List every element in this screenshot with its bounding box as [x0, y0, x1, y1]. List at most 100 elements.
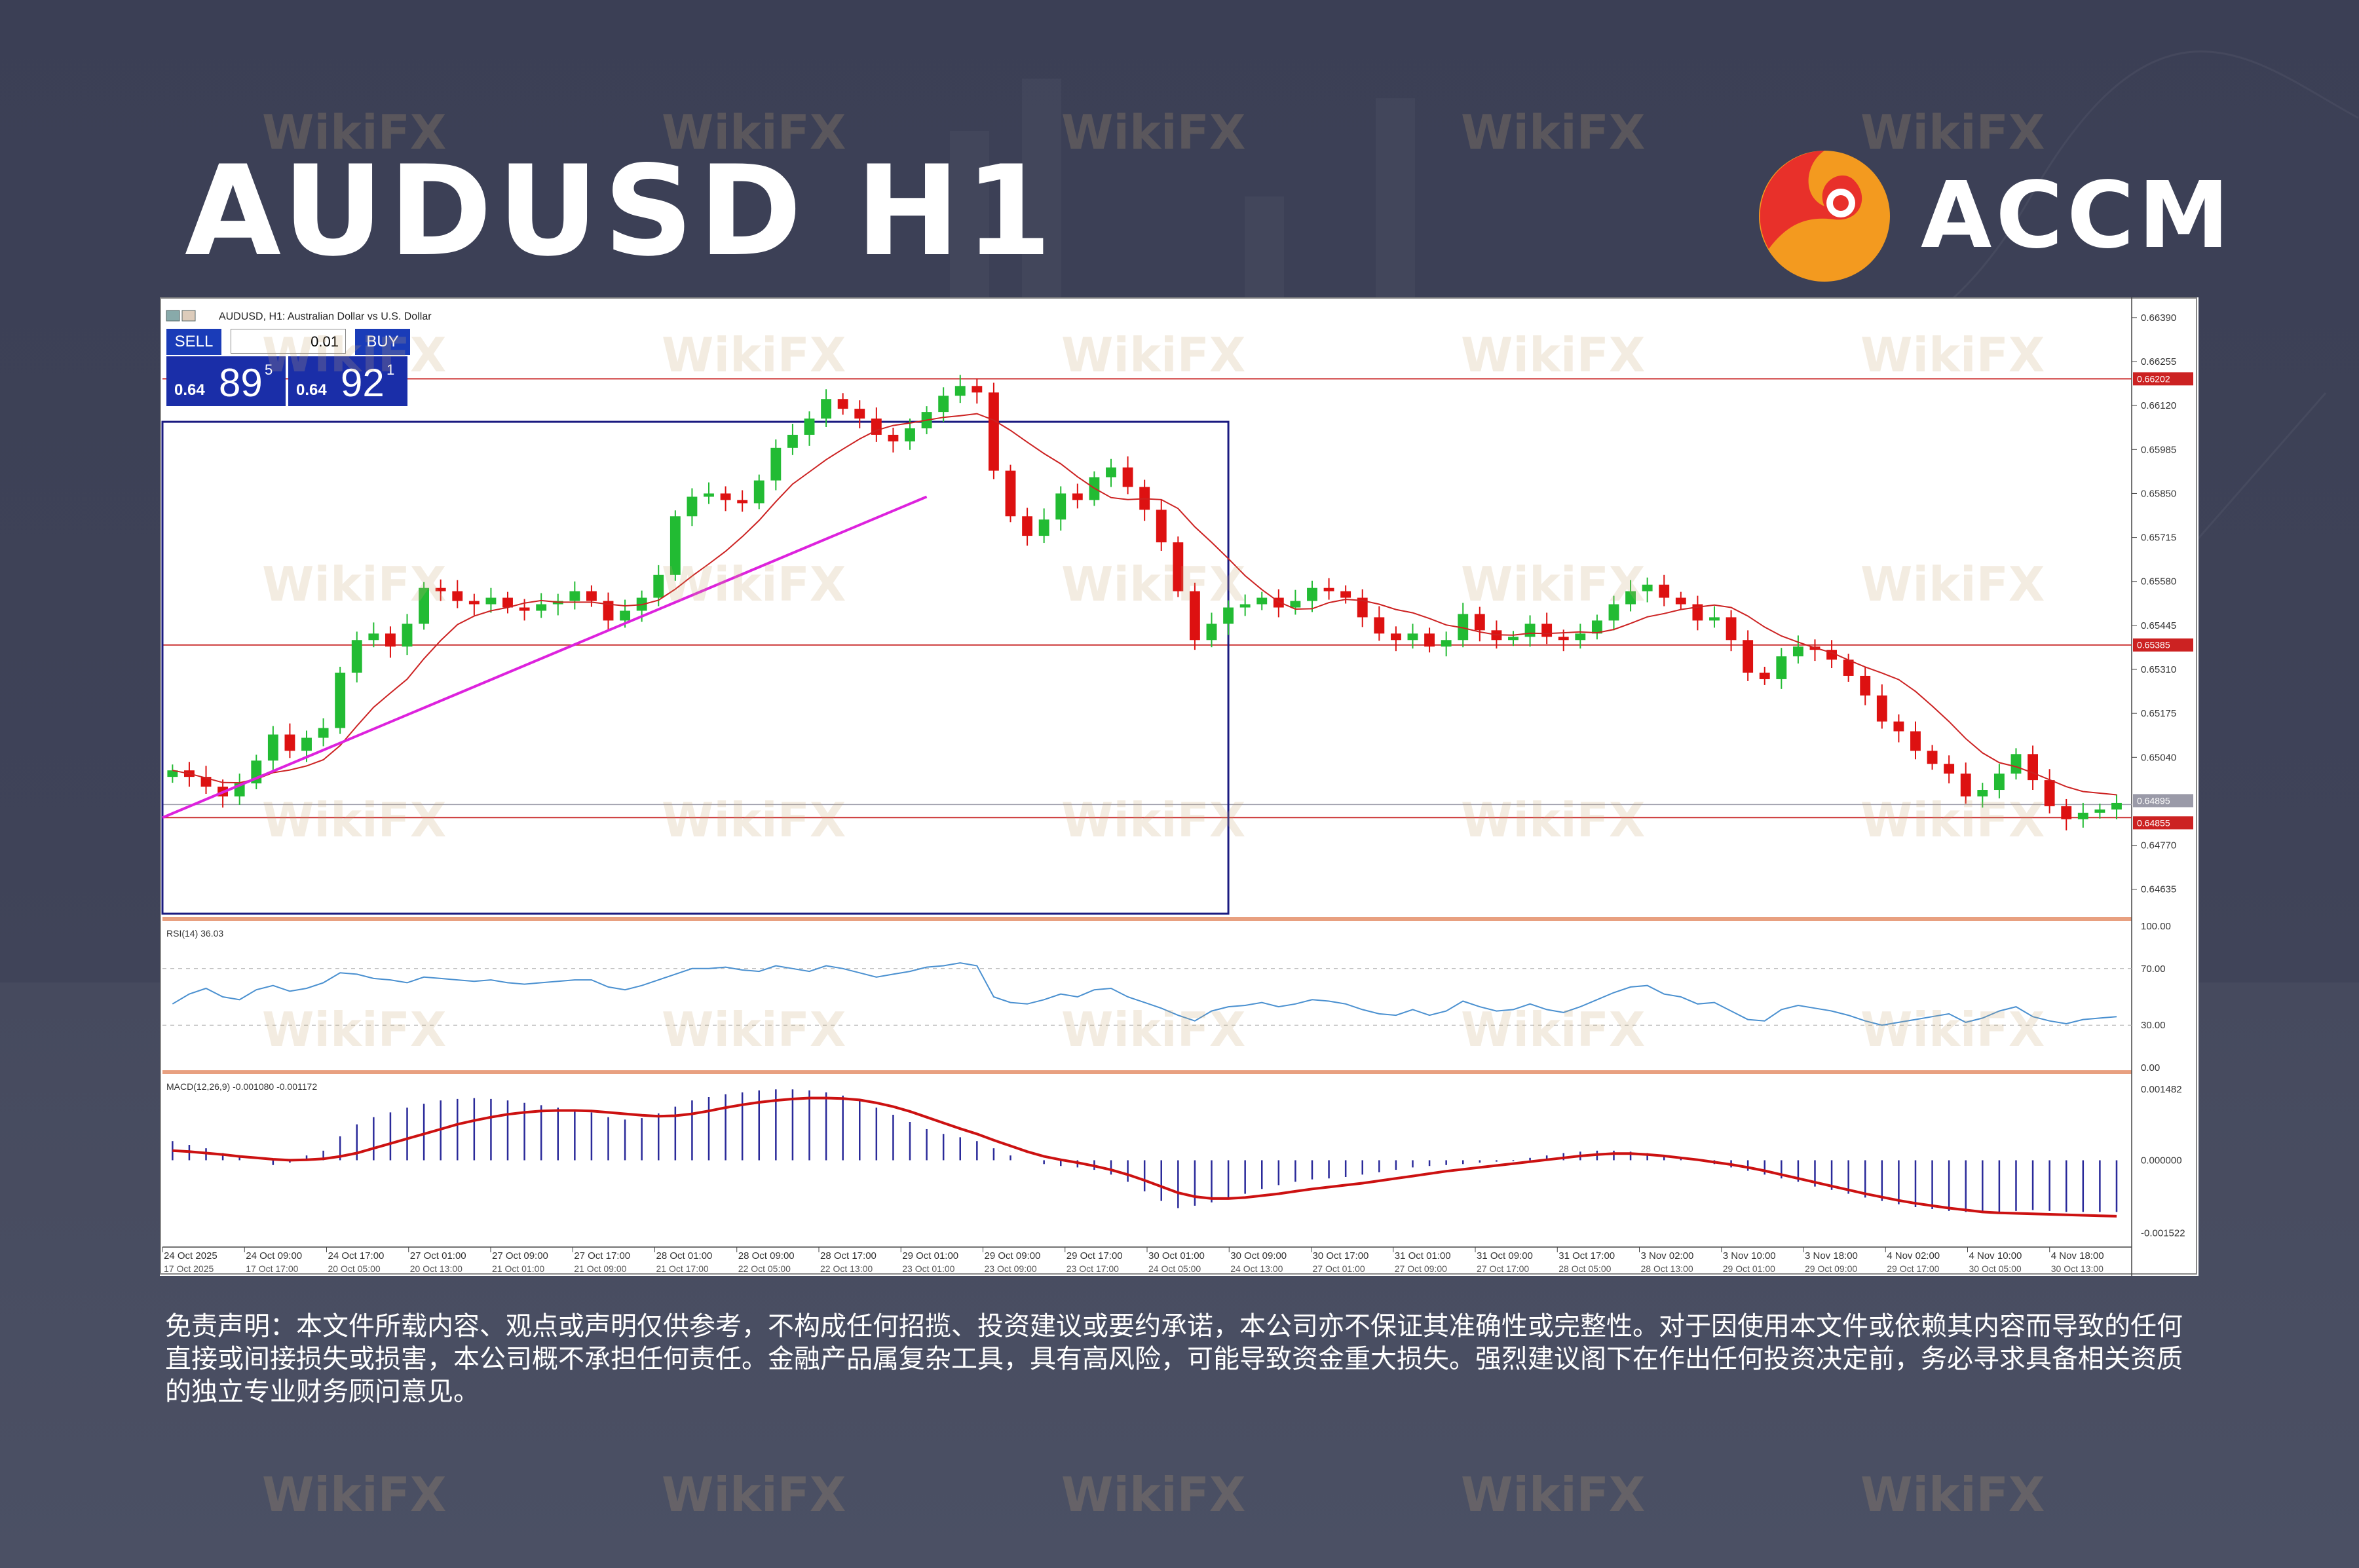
- time-label-bottom: 28 Oct 05:00: [1558, 1263, 1611, 1274]
- bear-candle: [1726, 617, 1737, 641]
- bear-candle: [1759, 672, 1770, 679]
- watermark: WikiFX: [1860, 1467, 2045, 1522]
- price-tag: [2133, 816, 2193, 830]
- bull-candle: [653, 574, 664, 598]
- buy-button[interactable]: BUY: [355, 329, 410, 355]
- buy-price-prefix: 0.64: [296, 381, 327, 399]
- time-label-top: 30 Oct 01:00: [1148, 1250, 1205, 1261]
- time-label-top: 29 Oct 09:00: [985, 1250, 1041, 1261]
- page-title: AUDUSD H1: [185, 139, 1057, 284]
- watermark: WikiFX: [1061, 793, 1246, 848]
- watermark: WikiFX: [1461, 327, 1646, 383]
- bear-candle: [1424, 633, 1435, 647]
- time-label-top: 30 Oct 09:00: [1230, 1250, 1287, 1261]
- time-label-bottom: 23 Oct 17:00: [1066, 1263, 1119, 1274]
- bull-candle: [1776, 656, 1787, 679]
- bull-candle: [318, 728, 329, 738]
- time-label-bottom: 29 Oct 09:00: [1805, 1263, 1857, 1274]
- time-label-top: 3 Nov 10:00: [1723, 1250, 1776, 1261]
- bull-candle: [167, 770, 178, 777]
- bull-candle: [687, 496, 698, 517]
- time-label-bottom: 21 Oct 17:00: [656, 1263, 709, 1274]
- price-tick-label: 0.66120: [2141, 400, 2176, 411]
- sell-price-sup: 5: [265, 362, 273, 378]
- price-tick-label: 0.65040: [2141, 752, 2176, 763]
- bear-candle: [519, 607, 530, 611]
- buy-price[interactable]: 0.64 92 1: [288, 356, 407, 406]
- price-tick-label: 0.65310: [2141, 664, 2176, 675]
- bear-candle: [1876, 695, 1887, 722]
- bear-candle: [1122, 467, 1133, 487]
- sell-button[interactable]: SELL: [166, 329, 221, 355]
- bull-candle: [351, 640, 362, 673]
- bear-candle: [1072, 493, 1083, 500]
- time-label-top: 31 Oct 01:00: [1395, 1250, 1451, 1261]
- bull-candle: [536, 604, 547, 611]
- bear-candle: [502, 597, 513, 608]
- bear-candle: [2061, 806, 2072, 819]
- bull-candle: [1223, 607, 1234, 624]
- rsi-level-label: 0.00: [2141, 1062, 2160, 1073]
- watermark: WikiFX: [1061, 1002, 1246, 1057]
- watermark: WikiFX: [1061, 327, 1246, 383]
- bull-candle: [1792, 646, 1803, 657]
- time-label-bottom: 17 Oct 17:00: [246, 1263, 298, 1274]
- sell-price-big: 89: [219, 361, 263, 405]
- bull-candle: [1206, 624, 1217, 641]
- price-tag: [2133, 372, 2193, 386]
- macd-label: MACD(12,26,9) -0.001080 -0.001172: [166, 1081, 317, 1092]
- bear-candle: [1743, 640, 1754, 673]
- time-label-top: 3 Nov 02:00: [1641, 1250, 1694, 1261]
- bear-candle: [1960, 774, 1971, 796]
- bull-candle: [402, 624, 413, 647]
- bull-candle: [954, 386, 966, 396]
- bull-candle: [2010, 754, 2022, 774]
- bull-candle: [753, 480, 764, 504]
- sell-price[interactable]: 0.64 89 5: [166, 356, 286, 406]
- watermark: WikiFX: [1860, 327, 2045, 383]
- brand-logo: ACCM: [1749, 144, 2229, 288]
- watermark: WikiFX: [1860, 793, 2045, 848]
- watermark: WikiFX: [662, 1467, 846, 1522]
- bull-candle: [1709, 617, 1720, 621]
- chart-window-icon: [181, 310, 196, 322]
- time-label-bottom: 24 Oct 05:00: [1148, 1263, 1201, 1274]
- bear-candle: [1474, 614, 1485, 631]
- rsi-level-label: 100.00: [2141, 921, 2171, 932]
- watermark: WikiFX: [1860, 1002, 2045, 1057]
- time-label-bottom: 22 Oct 05:00: [738, 1263, 791, 1274]
- bear-candle: [1675, 597, 1686, 605]
- chart-border: [160, 297, 2197, 1275]
- bull-candle: [1290, 601, 1301, 608]
- time-label-bottom: 17 Oct 2025: [164, 1263, 214, 1274]
- bull-candle: [1256, 597, 1268, 605]
- watermark: WikiFX: [1461, 1002, 1646, 1057]
- time-label-bottom: 21 Oct 01:00: [492, 1263, 544, 1274]
- chart-frame: AUDUSD, H1: Australian Dollar vs U.S. Do…: [160, 297, 2199, 1276]
- time-label-bottom: 21 Oct 09:00: [574, 1263, 626, 1274]
- bear-candle: [1156, 510, 1167, 543]
- bear-candle: [385, 633, 396, 647]
- bull-candle: [1055, 493, 1066, 520]
- bear-candle: [720, 493, 731, 500]
- lot-size-field[interactable]: 0.01: [231, 329, 346, 354]
- time-label-bottom: 20 Oct 05:00: [328, 1263, 381, 1274]
- macd-tick-label: 0.001482: [2141, 1084, 2182, 1095]
- bear-candle: [888, 434, 899, 441]
- bull-candle: [1106, 467, 1116, 477]
- bear-candle: [871, 419, 882, 435]
- price-tick-label: 0.65580: [2141, 576, 2176, 588]
- bear-candle: [435, 588, 446, 591]
- time-label-bottom: 27 Oct 09:00: [1395, 1263, 1447, 1274]
- bear-candle: [586, 591, 597, 601]
- time-label-bottom: 23 Oct 01:00: [902, 1263, 954, 1274]
- watermark: WikiFX: [1461, 105, 1646, 160]
- bull-candle: [905, 428, 915, 441]
- time-label-top: 28 Oct 17:00: [820, 1250, 877, 1261]
- price-tick-label: 0.66390: [2141, 312, 2176, 324]
- price-tag-label: 0.66202: [2137, 373, 2170, 384]
- time-label-top: 27 Oct 17:00: [574, 1250, 630, 1261]
- bull-candle: [1642, 584, 1653, 591]
- bear-candle: [468, 601, 480, 605]
- bull-candle: [301, 737, 312, 751]
